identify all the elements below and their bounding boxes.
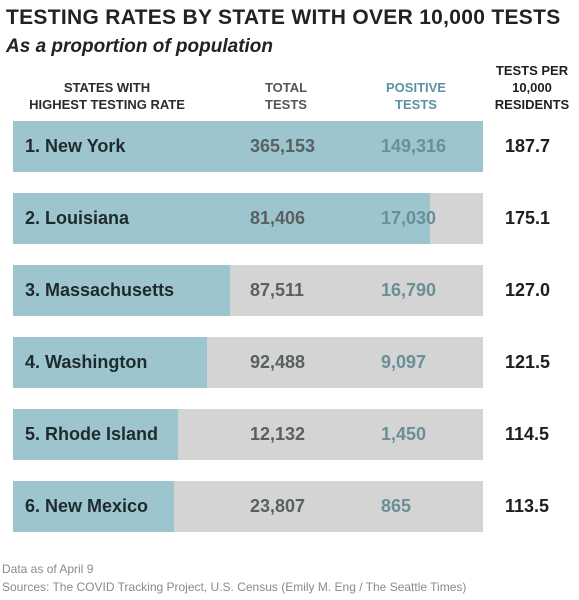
table-row: 1. New York 365,153 149,316 — [13, 121, 483, 172]
column-header-rate-line1: TESTS PER — [495, 63, 569, 78]
total-tests-value: 87,511 — [250, 280, 305, 300]
total-tests-value: 365,153 — [250, 136, 316, 156]
table-row: 6. New Mexico 23,807 865 — [13, 481, 483, 532]
table-row: 3. Massachusetts 87,511 16,790 — [13, 265, 483, 316]
column-header-positive-tests: POSITIVE TESTS — [376, 79, 456, 113]
column-header-total-line2: TESTS — [265, 97, 307, 112]
total-tests-value: 12,132 — [250, 424, 306, 444]
column-header-state-line1: STATES WITH — [63, 80, 151, 95]
state-label: 6. New Mexico — [25, 496, 149, 516]
state-label: 4. Washington — [25, 352, 148, 372]
rate-bar — [13, 265, 230, 316]
total-tests-value: 92,488 — [250, 352, 306, 372]
sources-note: Sources: The COVID Tracking Project, U.S… — [2, 580, 467, 594]
column-header-total-line1: TOTAL — [264, 80, 308, 95]
rate-bar — [13, 193, 431, 244]
chart-title: TESTING RATES BY STATE WITH OVER 10,000 … — [6, 6, 561, 29]
tests-per-10000-value: 113.5 — [505, 496, 550, 516]
state-label: 3. Massachusetts — [25, 280, 175, 300]
table-row: 2. Louisiana 81,406 17,030 — [13, 193, 483, 244]
column-header-state-line2: HIGHEST TESTING RATE — [29, 97, 185, 112]
tests-per-10000-value: 175.1 — [505, 208, 551, 228]
column-header-positive-line2: TESTS — [395, 97, 437, 112]
positive-tests-value: 17,030 — [381, 208, 437, 228]
rate-bar — [13, 409, 178, 460]
state-label: 5. Rhode Island — [25, 424, 159, 444]
tests-per-10000-value: 114.5 — [505, 424, 550, 444]
tests-per-10000-value: 127.0 — [505, 280, 551, 300]
table-row: 4. Washington 92,488 9,097 — [13, 337, 483, 388]
state-label: 2. Louisiana — [25, 208, 130, 228]
rate-bar — [13, 481, 174, 532]
positive-tests-value: 9,097 — [381, 352, 427, 372]
column-header-positive-line1: POSITIVE — [386, 80, 446, 95]
rate-bar — [13, 337, 207, 388]
positive-tests-value: 1,450 — [381, 424, 427, 444]
positive-tests-value: 149,316 — [381, 136, 447, 156]
column-header-state: STATES WITH HIGHEST TESTING RATE — [12, 79, 202, 113]
column-header-total-tests: TOTAL TESTS — [246, 79, 326, 113]
chart-subtitle: As a proportion of population — [6, 36, 274, 57]
column-header-rate-line2: 10,000 — [512, 80, 552, 95]
data-date-note: Data as of April 9 — [2, 562, 94, 576]
table-row: 5. Rhode Island 12,132 1,450 — [13, 409, 483, 460]
total-tests-value: 81,406 — [250, 208, 306, 228]
column-header-rate-line3: RESIDENTS — [494, 97, 570, 112]
tests-per-10000-value: 121.5 — [505, 352, 551, 372]
state-label: 1. New York — [25, 136, 126, 156]
total-tests-value: 23,807 — [250, 496, 306, 516]
positive-tests-value: 16,790 — [381, 280, 437, 300]
positive-tests-value: 865 — [381, 496, 412, 516]
rate-bar — [13, 121, 483, 172]
tests-per-10000-value: 187.7 — [505, 136, 551, 156]
column-header-tests-per-10000: TESTS PER 10,000 RESIDENTS — [487, 62, 577, 113]
